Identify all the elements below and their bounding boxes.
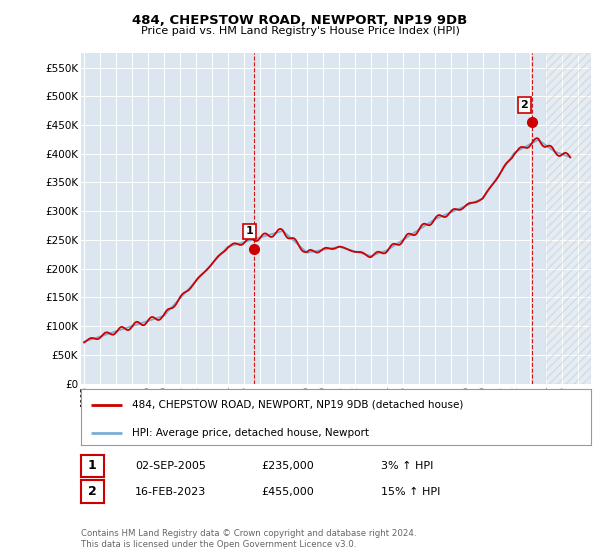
Text: HPI: Average price, detached house, Newport: HPI: Average price, detached house, Newp… (132, 428, 369, 438)
Text: 2: 2 (88, 485, 97, 498)
Text: 1: 1 (245, 226, 253, 236)
Text: 484, CHEPSTOW ROAD, NEWPORT, NP19 9DB: 484, CHEPSTOW ROAD, NEWPORT, NP19 9DB (133, 14, 467, 27)
Text: Contains HM Land Registry data © Crown copyright and database right 2024.
This d: Contains HM Land Registry data © Crown c… (81, 529, 416, 549)
Text: £235,000: £235,000 (261, 461, 314, 471)
Text: 3% ↑ HPI: 3% ↑ HPI (381, 461, 433, 471)
Text: 15% ↑ HPI: 15% ↑ HPI (381, 487, 440, 497)
Text: Price paid vs. HM Land Registry's House Price Index (HPI): Price paid vs. HM Land Registry's House … (140, 26, 460, 36)
Text: 1: 1 (88, 459, 97, 473)
Text: 16-FEB-2023: 16-FEB-2023 (135, 487, 206, 497)
Text: 02-SEP-2005: 02-SEP-2005 (135, 461, 206, 471)
Text: 2: 2 (521, 100, 528, 110)
Text: 484, CHEPSTOW ROAD, NEWPORT, NP19 9DB (detached house): 484, CHEPSTOW ROAD, NEWPORT, NP19 9DB (d… (132, 400, 463, 410)
Text: £455,000: £455,000 (261, 487, 314, 497)
